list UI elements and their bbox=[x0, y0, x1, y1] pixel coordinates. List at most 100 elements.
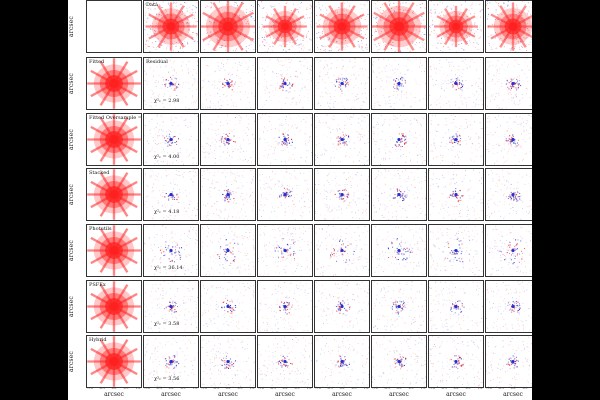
residual-core bbox=[450, 77, 464, 91]
psf-star bbox=[316, 2, 368, 51]
residual-panel: χ²ᵥ = 4.18 bbox=[143, 168, 199, 221]
x-tick-label: -1.0 bbox=[201, 386, 207, 390]
y-axis-label: arcsec bbox=[68, 73, 75, 94]
chi2-value: χ²ᵥ = 4.18 bbox=[154, 209, 180, 215]
x-axis-label: arcsec bbox=[218, 391, 238, 398]
residual-core bbox=[334, 77, 349, 92]
residual-core bbox=[274, 238, 296, 260]
residual-core bbox=[164, 355, 180, 369]
residual-panel: Residual χ²ᵥ = 2.98 bbox=[143, 57, 199, 110]
residual-core bbox=[505, 134, 520, 147]
residual-panel: χ²ᵥ = 4.00 bbox=[143, 113, 199, 166]
chi2-value: χ²ᵥ = 4.00 bbox=[154, 154, 180, 160]
y-axis-label: arcsec bbox=[68, 129, 75, 150]
residual-panel bbox=[257, 113, 313, 166]
data-panel bbox=[428, 0, 484, 53]
data-panel bbox=[257, 0, 313, 53]
x-tick-label: -0.5 bbox=[156, 386, 162, 390]
x-tick-label: 0.5 bbox=[465, 386, 471, 390]
residual-core bbox=[505, 191, 521, 202]
data-panel bbox=[314, 0, 370, 53]
residual-core bbox=[442, 238, 470, 263]
psf-star bbox=[263, 5, 307, 48]
y-axis-label: arcsec bbox=[68, 296, 75, 317]
residual-panel bbox=[257, 224, 313, 277]
x-tick-label: -1.0 bbox=[372, 386, 378, 390]
residual-core bbox=[336, 134, 350, 146]
residual-panel bbox=[257, 57, 313, 110]
psf-star bbox=[201, 1, 255, 52]
residual-panel bbox=[371, 335, 427, 388]
residual-core bbox=[448, 188, 464, 203]
model-label: PSFEx bbox=[89, 282, 106, 288]
x-tick-labels: -1.0-0.50.00.51.0 bbox=[485, 386, 532, 392]
x-tick-label: 0.5 bbox=[123, 386, 129, 390]
x-tick-label: 0.0 bbox=[225, 386, 231, 390]
panel-label: Residual bbox=[146, 59, 168, 65]
residual-panel bbox=[200, 224, 256, 277]
residual-panel bbox=[200, 57, 256, 110]
residual-core bbox=[394, 133, 407, 148]
residual-core bbox=[335, 355, 350, 368]
residual-core bbox=[159, 241, 183, 263]
x-tick-label: -1.0 bbox=[144, 386, 150, 390]
residual-panel: χ²ᵥ = 3.58 bbox=[143, 280, 199, 333]
residual-core bbox=[217, 239, 239, 264]
x-axis-label: arcsec bbox=[332, 391, 352, 398]
x-tick-label: -1.0 bbox=[486, 386, 492, 390]
psf-star bbox=[87, 58, 141, 109]
y-axis-label: arcsec bbox=[68, 240, 75, 261]
model-panel: Stacked bbox=[86, 168, 142, 221]
x-axis-label: arcsec bbox=[275, 391, 295, 398]
model-panel: Fitted Oversample = 2 bbox=[86, 113, 142, 166]
psf-star bbox=[87, 114, 141, 165]
x-tick-label: 0.0 bbox=[339, 386, 345, 390]
residual-core bbox=[387, 238, 413, 261]
residual-core bbox=[334, 188, 350, 202]
y-axis-label: arcsec bbox=[68, 351, 75, 372]
x-tick-label: 0.5 bbox=[522, 386, 528, 390]
x-tick-label: -1.0 bbox=[87, 386, 93, 390]
x-tick-label: 1.0 bbox=[192, 386, 198, 390]
x-tick-label: -1.0 bbox=[315, 386, 321, 390]
residual-panel bbox=[485, 335, 532, 388]
chi2-value: χ²ᵥ = 3.58 bbox=[154, 321, 180, 327]
residual-panel bbox=[371, 224, 427, 277]
residual-core bbox=[506, 355, 519, 369]
x-tick-label: -0.5 bbox=[384, 386, 390, 390]
psf-star bbox=[87, 281, 141, 332]
x-tick-label: 0.0 bbox=[396, 386, 402, 390]
residual-panel bbox=[257, 335, 313, 388]
residual-core bbox=[277, 355, 293, 368]
residual-core bbox=[164, 191, 179, 201]
residual-panel bbox=[428, 57, 484, 110]
residual-panel bbox=[314, 113, 370, 166]
residual-panel bbox=[485, 168, 532, 221]
y-axis-label: arcsec bbox=[68, 16, 75, 37]
x-axis-label: arcsec bbox=[104, 391, 124, 398]
psf-star bbox=[87, 336, 141, 387]
x-tick-label: 1.0 bbox=[249, 386, 255, 390]
residual-core bbox=[220, 132, 236, 146]
chi2-value: χ²ᵥ = 3.56 bbox=[154, 376, 180, 382]
residual-panel bbox=[371, 57, 427, 110]
residual-core bbox=[220, 355, 237, 369]
residual-core bbox=[507, 300, 521, 313]
residual-panel bbox=[428, 224, 484, 277]
residual-core bbox=[450, 355, 464, 370]
chi2-value: χ²ᵥ = 36.14 bbox=[154, 265, 183, 271]
x-tick-label: 0.5 bbox=[180, 386, 186, 390]
x-tick-label: -0.5 bbox=[99, 386, 105, 390]
residual-panel: χ²ᵥ = 36.14 bbox=[143, 224, 199, 277]
residual-panel bbox=[200, 335, 256, 388]
residual-panel bbox=[314, 57, 370, 110]
x-tick-label: -0.5 bbox=[327, 386, 333, 390]
psf-star bbox=[145, 2, 197, 51]
data-panel: Data bbox=[143, 0, 199, 53]
residual-panel bbox=[371, 280, 427, 333]
